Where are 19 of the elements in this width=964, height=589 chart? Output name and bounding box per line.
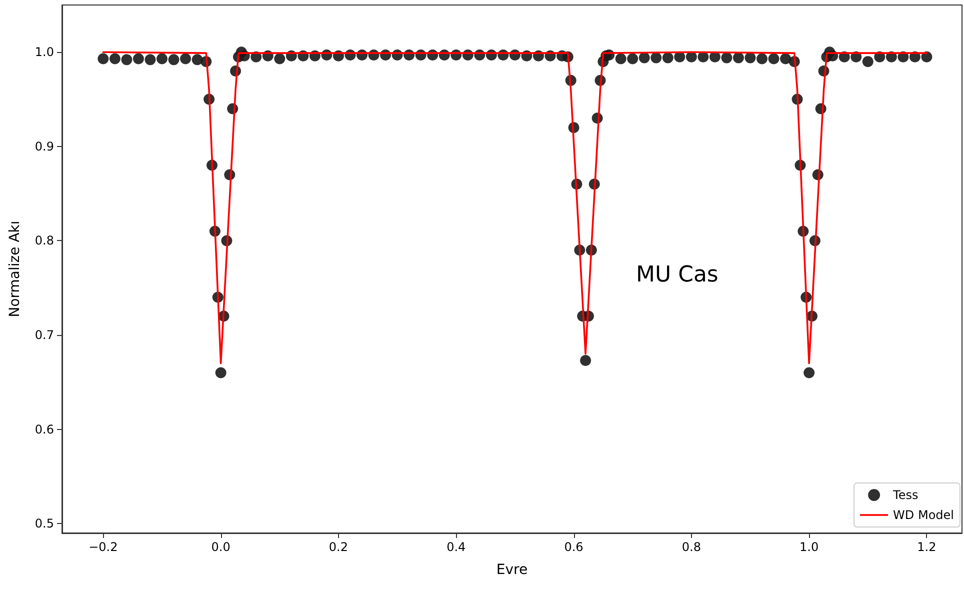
x-tick-label: −0.2 <box>88 540 118 554</box>
x-axis-title: Evre <box>496 562 528 578</box>
x-tick-label: 0.4 <box>446 540 466 554</box>
y-tick-label: 0.7 <box>34 328 54 342</box>
y-tick-label: 0.5 <box>34 516 54 531</box>
y-tick-label: 0.8 <box>34 234 54 248</box>
x-tick-label: 1.0 <box>800 540 819 554</box>
annotation: MU Cas <box>636 262 718 288</box>
legend-label: WD Model <box>893 508 954 522</box>
legend-label: Tess <box>892 488 918 502</box>
x-tick-label: 0.2 <box>328 540 348 554</box>
x-tick-label: 0.6 <box>564 540 584 554</box>
x-tick-label: 0.0 <box>211 540 230 554</box>
x-tick-label: 0.8 <box>682 540 701 554</box>
y-tick-label: 0.9 <box>34 139 54 154</box>
y-tick-label: 0.6 <box>34 422 54 436</box>
x-tick-label: 1.2 <box>917 540 936 554</box>
y-tick-label: 1.0 <box>34 45 54 60</box>
y-axis-title: Normalize Akı <box>7 220 23 318</box>
